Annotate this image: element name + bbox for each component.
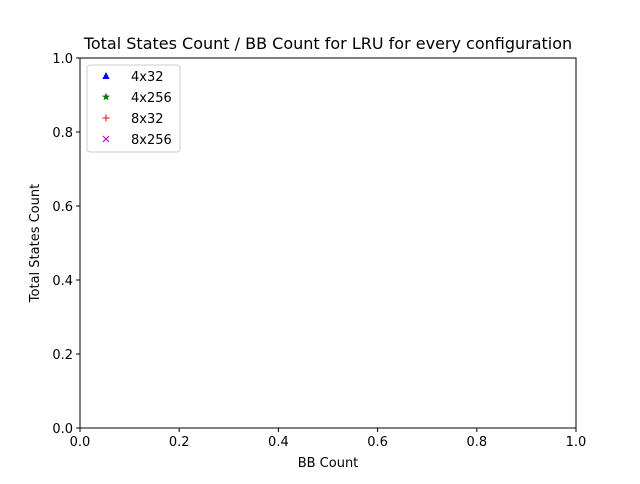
y-tick-label: 0.4 (52, 274, 73, 289)
legend-label: 8x256 (131, 133, 172, 148)
plus-marker-icon (102, 114, 110, 122)
x-tick-label: 0.8 (466, 435, 487, 450)
legend-label: 8x32 (131, 112, 164, 127)
x-tick-label: 0.6 (367, 435, 388, 450)
legend-item: 4x256 (102, 91, 172, 106)
x-axis-label: BB Count (298, 456, 359, 471)
chart-title: Total States Count / BB Count for LRU fo… (83, 34, 572, 53)
legend-item: 4x32 (102, 70, 164, 85)
legend-item: 8x32 (102, 112, 164, 127)
legend-item: 8x256 (102, 133, 172, 148)
legend-label: 4x256 (131, 91, 172, 106)
x-tick-label: 0.0 (70, 435, 91, 450)
star-marker-icon (102, 92, 110, 101)
y-tick-label: 0.0 (52, 422, 73, 437)
y-axis-ticks: 0.0 0.2 0.4 0.6 0.8 1.0 (52, 52, 80, 437)
legend-label: 4x32 (131, 70, 164, 85)
x-marker-icon (102, 135, 110, 143)
x-tick-label: 0.4 (268, 435, 289, 450)
y-axis-label: Total States Count (28, 184, 43, 303)
y-tick-label: 0.6 (52, 200, 73, 215)
x-tick-label: 1.0 (566, 435, 587, 450)
y-tick-label: 1.0 (52, 52, 73, 67)
legend-frame (86, 64, 181, 153)
x-axis-ticks: 0.0 0.2 0.4 0.6 0.8 1.0 (70, 428, 587, 450)
y-tick-label: 0.2 (52, 348, 73, 363)
legend: 4x32 4x256 8x32 8x256 (86, 64, 181, 153)
triangle-up-marker-icon (102, 72, 110, 79)
y-tick-label: 0.8 (52, 126, 73, 141)
x-tick-label: 0.2 (169, 435, 190, 450)
